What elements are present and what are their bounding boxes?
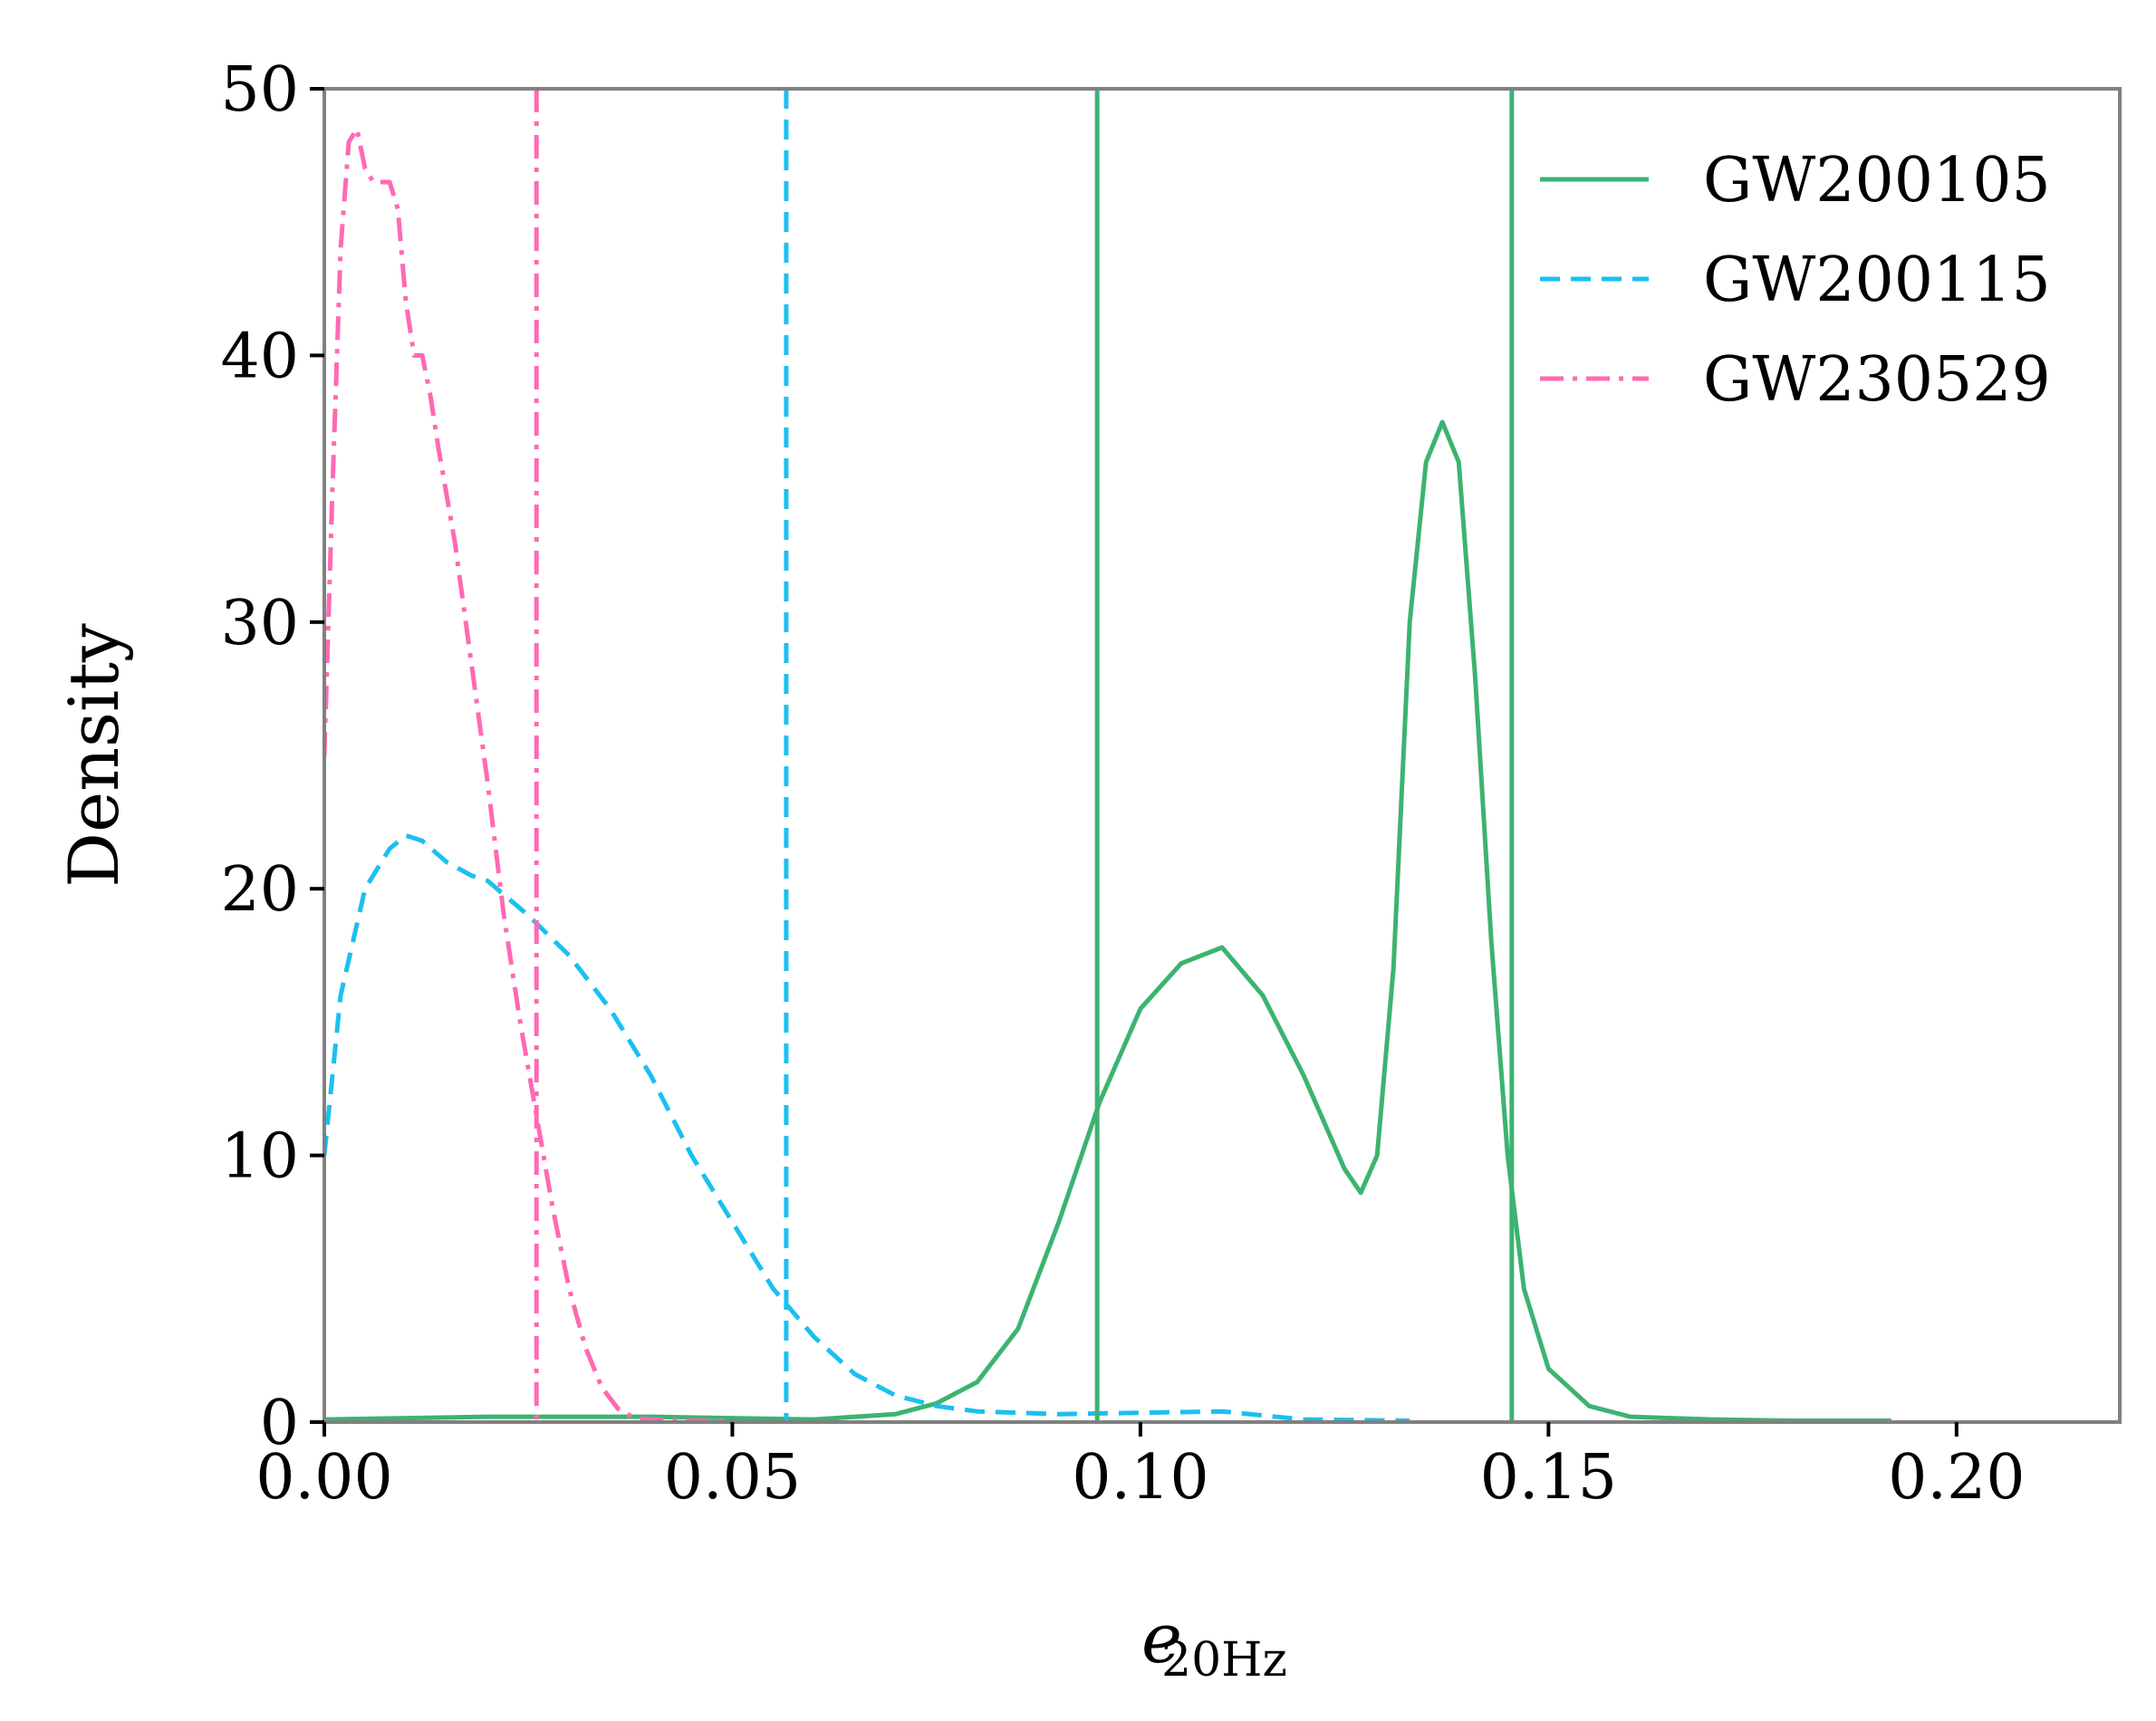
y-tick-label: 30 [220, 588, 299, 659]
legend: GW200105 GW200115 GW230529 [1540, 145, 2051, 416]
y-tick-label: 0 [260, 1388, 299, 1459]
y-tick-label: 20 [220, 854, 299, 926]
x-tick-label: 0.10 [1072, 1442, 1208, 1514]
x-tick-label: 0.20 [1888, 1442, 2025, 1514]
x-ticks: 0.00 0.05 0.10 0.15 0.20 [255, 1422, 2026, 1514]
y-ticks: 0 10 20 30 40 50 [220, 54, 324, 1459]
legend-label-gw230529: GW230529 [1703, 344, 2051, 416]
y-axis-label: Density [53, 623, 134, 888]
y-tick-label: 40 [220, 321, 299, 392]
x-tick-label: 0.00 [255, 1442, 392, 1514]
axes-frame [322, 87, 2122, 1424]
vertical-lines-layer [534, 89, 1515, 1422]
legend-label-gw200105: GW200105 [1703, 145, 2051, 216]
y-tick-label: 10 [220, 1121, 299, 1193]
series-layer [324, 126, 1891, 1422]
x-axis-label: e [1141, 1598, 1182, 1678]
x-tick-label: 0.15 [1480, 1442, 1617, 1514]
x-axis-label-subscript: 20Hz [1161, 1633, 1287, 1687]
series-line-gw230529 [324, 126, 733, 1422]
x-tick-label: 0.05 [664, 1442, 801, 1514]
legend-label-gw200115: GW200115 [1703, 245, 2051, 316]
series-line-gw200105 [324, 419, 1891, 1422]
series-line-gw200115 [324, 832, 1410, 1422]
y-tick-label: 50 [220, 54, 299, 126]
